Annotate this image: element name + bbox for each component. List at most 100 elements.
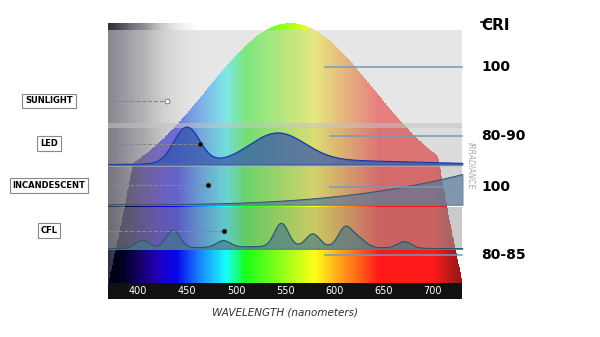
Bar xyxy=(108,23,140,282)
Bar xyxy=(108,23,129,282)
Bar xyxy=(108,23,184,282)
Bar xyxy=(108,23,115,282)
Text: 650: 650 xyxy=(374,286,393,296)
Bar xyxy=(108,23,157,282)
Bar xyxy=(108,23,125,282)
Text: SUNLIGHT: SUNLIGHT xyxy=(25,96,73,105)
Bar xyxy=(108,23,143,282)
Bar xyxy=(108,23,211,282)
Bar xyxy=(108,23,212,282)
Bar xyxy=(108,23,201,282)
Bar xyxy=(108,23,132,282)
Bar xyxy=(108,23,168,282)
Bar xyxy=(108,23,192,282)
Text: 550: 550 xyxy=(276,286,295,296)
Bar xyxy=(108,23,144,282)
Bar xyxy=(108,23,145,282)
Bar xyxy=(108,23,131,282)
Bar xyxy=(108,207,463,250)
Bar xyxy=(108,23,180,282)
Bar xyxy=(108,23,188,282)
Bar xyxy=(108,23,119,282)
Bar xyxy=(108,23,124,282)
Bar xyxy=(108,23,182,282)
Bar xyxy=(108,23,113,282)
Bar xyxy=(108,23,112,282)
Bar xyxy=(108,23,199,282)
Bar xyxy=(108,23,166,282)
Bar xyxy=(108,23,148,282)
Text: CFL: CFL xyxy=(40,226,58,235)
Bar xyxy=(108,23,193,282)
Bar xyxy=(108,23,196,282)
Bar xyxy=(108,23,175,282)
Bar xyxy=(108,23,185,282)
Bar xyxy=(108,23,200,282)
Bar xyxy=(108,23,173,282)
Bar xyxy=(108,23,177,282)
Bar xyxy=(108,23,205,282)
Bar xyxy=(108,23,161,282)
Text: 500: 500 xyxy=(227,286,245,296)
Bar xyxy=(108,23,190,282)
Bar xyxy=(108,23,153,282)
Bar xyxy=(108,23,165,282)
Bar xyxy=(108,23,158,282)
Text: 700: 700 xyxy=(424,286,442,296)
Bar xyxy=(108,23,160,282)
Bar xyxy=(108,163,463,206)
Bar xyxy=(108,23,139,282)
Text: IRRADIANCE: IRRADIANCE xyxy=(466,142,475,189)
Bar xyxy=(108,23,122,282)
Bar xyxy=(108,23,178,282)
Text: 450: 450 xyxy=(178,286,196,296)
Bar xyxy=(108,23,202,282)
Bar xyxy=(108,23,133,282)
Bar xyxy=(108,23,206,282)
Bar xyxy=(108,23,181,282)
Bar xyxy=(108,23,194,282)
Text: 600: 600 xyxy=(325,286,344,296)
Bar xyxy=(108,23,110,282)
Bar xyxy=(108,23,187,282)
Bar xyxy=(108,23,170,282)
Text: LED: LED xyxy=(40,139,58,148)
Bar xyxy=(108,23,127,282)
Bar xyxy=(108,23,213,282)
Bar xyxy=(108,23,208,282)
Bar xyxy=(108,23,176,282)
Bar xyxy=(108,23,156,282)
Bar xyxy=(108,23,189,282)
Text: INCANDESCENT: INCANDESCENT xyxy=(13,181,85,190)
Bar xyxy=(108,23,164,282)
Bar xyxy=(108,30,463,128)
Text: 400: 400 xyxy=(128,286,147,296)
Bar xyxy=(108,23,169,282)
Bar xyxy=(108,23,116,282)
Text: CRI: CRI xyxy=(481,18,509,33)
Bar xyxy=(108,23,118,282)
Bar xyxy=(108,282,463,299)
Bar xyxy=(108,23,152,282)
Bar xyxy=(108,23,172,282)
Bar xyxy=(108,23,149,282)
Bar xyxy=(108,23,120,282)
Bar xyxy=(108,23,151,282)
Text: 100: 100 xyxy=(481,180,510,193)
Text: 80-85: 80-85 xyxy=(481,248,526,262)
Text: WAVELENGTH (nanometers): WAVELENGTH (nanometers) xyxy=(212,307,358,317)
Bar xyxy=(108,23,137,282)
Bar xyxy=(108,23,134,282)
Bar xyxy=(108,23,128,282)
Bar xyxy=(108,23,163,282)
Bar xyxy=(108,23,109,282)
Bar xyxy=(108,23,209,282)
Bar xyxy=(108,23,136,282)
Bar xyxy=(108,23,146,282)
Text: 80-90: 80-90 xyxy=(481,129,526,143)
Bar xyxy=(108,23,121,282)
Text: 100: 100 xyxy=(481,60,510,74)
Bar xyxy=(108,123,463,167)
Bar xyxy=(108,23,141,282)
Bar xyxy=(108,23,197,282)
